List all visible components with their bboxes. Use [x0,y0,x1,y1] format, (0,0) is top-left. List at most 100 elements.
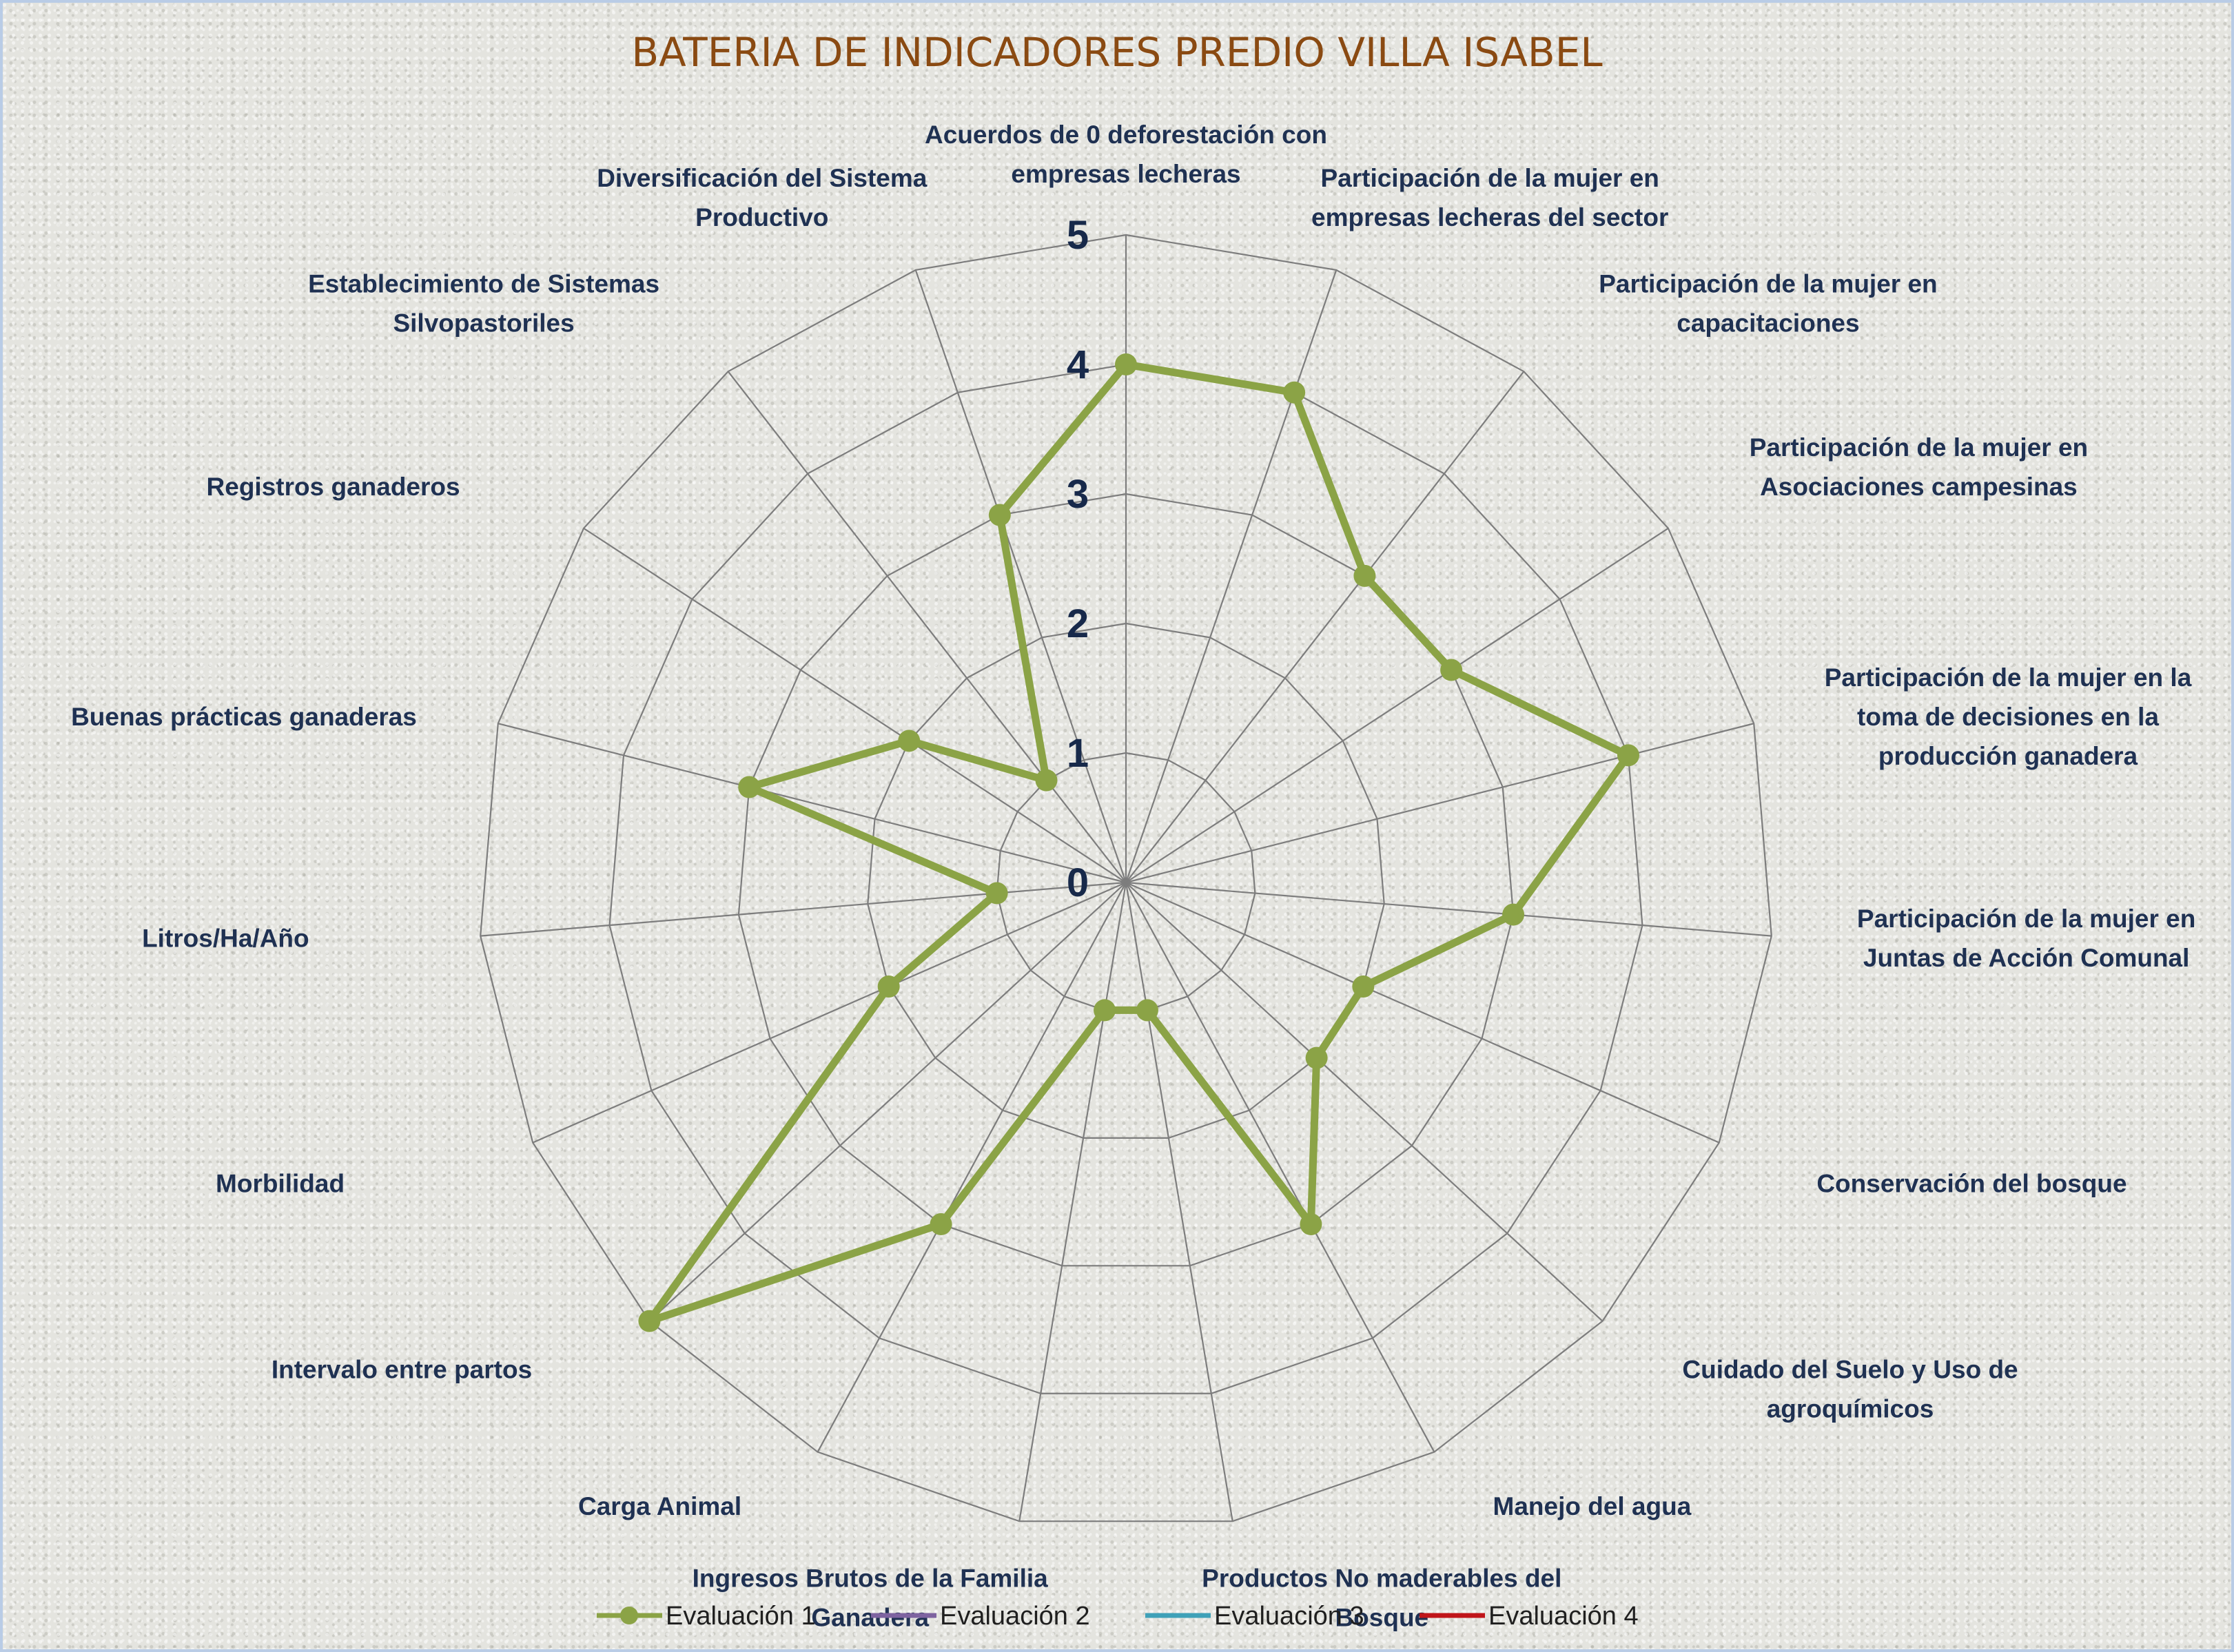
data-point [1305,1046,1328,1069]
category-label: Morbilidad [216,1170,345,1198]
category-label: Registros ganaderos [207,473,460,501]
legend-item: Evaluación 2 [871,1602,1090,1631]
radar-grid [480,234,1772,1522]
category-label-line: Buenas prácticas ganaderas [71,703,417,731]
category-label-line: capacitaciones [1677,309,1859,338]
category-label: Productos No maderables del Bosque [1202,1565,1561,1632]
category-label-line: Litros/Ha/Año [142,924,309,952]
category-label: Establecimiento de Sistemas Silvopastoril… [308,270,659,338]
grid-ring [608,363,1643,1394]
grid-spoke [1125,882,1435,1453]
legend-label: Evaluación 4 [1488,1602,1639,1631]
category-label-line: Intervalo entre partos [271,1356,532,1384]
category-label: Participación de la mujer en empresas lec… [1311,164,1668,231]
legend-item: Evaluación 4 [1420,1602,1639,1631]
series-layer [638,353,1639,1332]
data-point [1352,975,1375,998]
data-point [985,882,1008,905]
category-label-line: empresas lecheras del sector [1311,203,1668,231]
category-label-line: Participación de la mujer en [1857,905,2195,933]
data-point [1440,659,1463,681]
category-label-line: toma de decisiones en la [1857,703,2159,731]
category-label: Manejo del agua [1493,1492,1692,1520]
category-label: Participación de la mujer en Juntas de Ac… [1857,905,2195,972]
grid-spoke [532,881,1127,1144]
category-label-line: Productos No maderables del [1202,1565,1561,1593]
category-label-line: Conservación del bosque [1816,1170,2127,1198]
category-label: Carga Animal [578,1492,741,1520]
data-point [638,1310,661,1332]
category-label-line: Participación de la mujer en la [1825,663,2192,692]
category-label-line: Morbilidad [216,1170,345,1198]
category-label-line: Manejo del agua [1493,1492,1692,1520]
grid-spoke [1125,527,1669,883]
category-label-line: producción ganadera [1878,742,2138,770]
category-label: Diversificación del Sistema Productivo [597,164,928,231]
data-point [738,776,761,798]
category-label: Litros/Ha/Año [142,924,309,952]
category-label-line: Participación de la mujer en [1599,270,1937,298]
category-label: Cuidado del Suelo y Uso de agroquímicos [1682,1356,2018,1423]
data-point [898,730,921,752]
category-label-line: Establecimiento de Sistemas [308,270,659,298]
data-point [1136,999,1158,1022]
category-label: Participación de la mujer en Asociaciones… [1750,433,2088,501]
legend-marker [620,1607,638,1624]
category-label-line: Registros ganaderos [207,473,460,501]
tick-label: 2 [1067,601,1089,646]
grid-spoke [1125,269,1338,883]
data-point [1283,381,1306,404]
grid-spoke [480,881,1127,937]
category-label-line: Acuerdos de 0 deforestación con [925,121,1327,149]
grid-spoke [1125,882,1603,1322]
grid-spoke [583,527,1127,883]
category-label-line: Asociaciones campesinas [1760,473,2078,501]
radial-tick-labels: 0 1 2 3 4 5 [1067,213,1089,905]
category-label-line: Silvopastoriles [393,309,574,338]
category-label-line: Juntas de Acción Comunal [1863,944,2190,972]
legend-label: Evaluación 3 [1214,1602,1364,1631]
data-point [1094,999,1116,1022]
category-label-line: Bosque [1335,1604,1428,1632]
legend-item: Evaluación 1 [597,1602,816,1631]
category-label-line: Cuidado del Suelo y Uso de [1682,1356,2018,1384]
grid-spoke [1125,881,1772,937]
grid-spoke [1018,882,1127,1522]
tick-label: 1 [1067,731,1089,776]
category-label: Conservación del bosque [1816,1170,2127,1198]
series-line [645,360,1632,1325]
category-labels: Acuerdos de 0 deforestación con empresas … [71,121,2195,1632]
grid-spoke [1125,882,1233,1522]
category-label: Participación de la mujer en capacitacion… [1599,270,1937,338]
data-point [988,504,1011,526]
grid-spoke [1125,881,1720,1144]
tick-label: 0 [1067,860,1089,905]
data-point [1300,1213,1322,1236]
grid-spoke [648,882,1127,1322]
legend-label: Evaluación 2 [940,1602,1090,1631]
grid-ring [737,493,1515,1267]
category-label: Acuerdos de 0 deforestación con empresas … [925,121,1327,188]
data-point [930,1213,952,1236]
grid-spoke [817,882,1127,1453]
category-label-line: Ingresos Brutos de la Familia [693,1565,1049,1593]
grid-spoke [1125,371,1525,883]
category-label-line: Participación de la mujer en [1750,433,2088,462]
category-label-line: agroquímicos [1767,1395,1934,1423]
grid-spoke [914,269,1127,883]
tick-label: 4 [1067,342,1089,387]
tick-label: 3 [1067,472,1089,517]
data-point [1353,564,1376,587]
category-label: Buenas prácticas ganaderas [71,703,417,731]
category-label: Participación de la mujer en la toma de d… [1825,663,2192,770]
category-label-line: Participación de la mujer en [1320,164,1659,192]
data-point [1617,744,1639,767]
category-label: Intervalo entre partos [271,1356,532,1384]
data-point [1035,769,1058,792]
tick-label: 5 [1067,213,1089,258]
data-point [1115,353,1137,375]
category-label-line: empresas lecheras [1011,160,1240,188]
